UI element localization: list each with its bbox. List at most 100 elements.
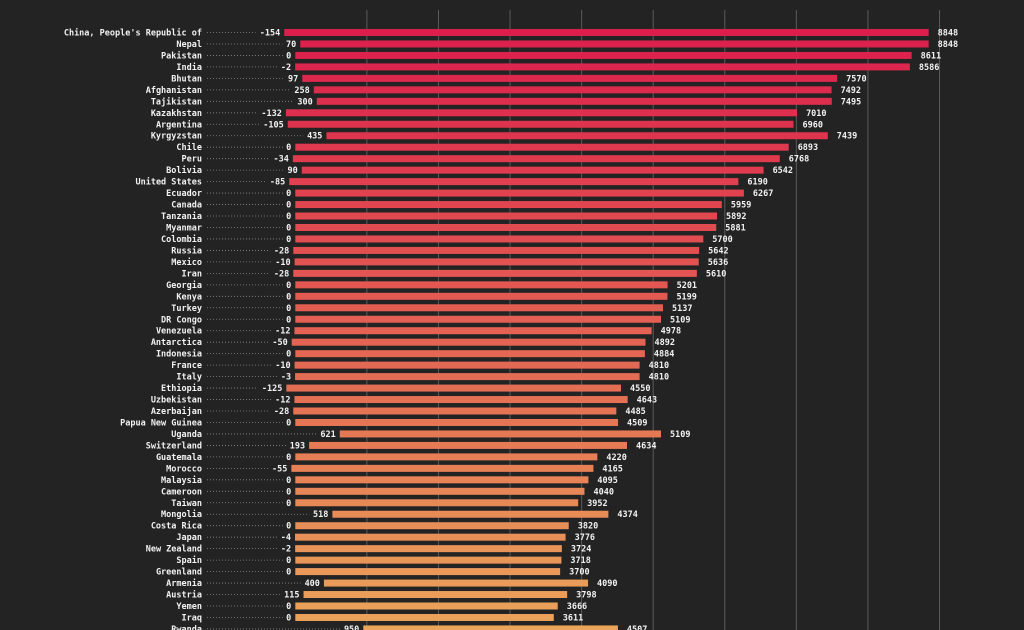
low-value-label: 0: [286, 315, 291, 325]
range-bar: [295, 292, 668, 300]
low-value-label: 0: [286, 51, 291, 61]
country-label: Canada: [171, 201, 202, 211]
range-bar: [313, 86, 832, 94]
range-bar: [286, 384, 621, 392]
high-value-label: 4374: [617, 510, 637, 520]
country-label: Greenland: [156, 568, 202, 578]
range-bar: [295, 63, 910, 71]
low-value-label: 300: [297, 97, 312, 107]
row-spain: Spain 0 3718: [176, 555, 591, 566]
range-bar: [292, 155, 780, 163]
range-bar: [339, 430, 662, 438]
low-value-label: -4: [281, 533, 291, 543]
country-label: Chile: [176, 142, 202, 153]
row-yemen: Yemen 0 3666: [176, 602, 587, 612]
range-bar: [295, 453, 598, 461]
row-costa-rica: Costa Rica 0 3820: [151, 521, 598, 532]
low-value-label: -55: [272, 464, 287, 474]
row-iraq: Iraq 0 3611: [182, 613, 584, 623]
row-china-people-s-republic-of: China, People's Republic of -154 8848: [64, 28, 958, 39]
country-label: Costa Rica: [151, 521, 202, 532]
country-label: Pakistan: [161, 50, 202, 61]
low-value-label: -154: [260, 29, 280, 39]
row-kenya: Kenya 0 5199: [176, 292, 697, 302]
high-value-label: 4884: [654, 350, 674, 360]
range-bar: [295, 556, 562, 564]
high-value-label: 6542: [773, 166, 793, 176]
row-colombia: Colombia 0 5700: [161, 234, 733, 245]
high-value-label: 6960: [802, 120, 822, 130]
low-value-label: 0: [286, 212, 291, 222]
low-value-label: 0: [286, 476, 291, 486]
row-greenland: Greenland 0 3700: [156, 568, 590, 578]
low-value-label: 0: [286, 143, 291, 153]
range-bar: [363, 625, 618, 630]
low-value-label: 0: [286, 499, 291, 509]
low-value-label: -28: [274, 246, 289, 256]
row-armenia: Armenia 400 4090: [166, 578, 617, 589]
range-bar: [294, 396, 628, 404]
high-value-label: 4978: [661, 327, 681, 337]
country-label: Mongolia: [161, 509, 202, 520]
high-value-label: 4040: [593, 487, 613, 497]
high-value-label: 5610: [706, 269, 726, 279]
high-value-label: 5201: [677, 281, 697, 291]
row-kazakhstan: Kazakhstan -132 7010: [151, 109, 827, 119]
high-value-label: 8586: [919, 63, 939, 73]
high-value-label: 4165: [602, 464, 622, 474]
country-label: Kazakhstan: [151, 109, 202, 119]
range-bar: [316, 97, 832, 105]
country-label: Iraq: [182, 613, 202, 623]
country-label: China, People's Republic of: [64, 28, 202, 39]
low-value-label: 0: [286, 189, 291, 199]
range-bar: [295, 281, 668, 289]
row-georgia: Georgia 0 5201: [166, 280, 697, 291]
range-bar: [332, 510, 609, 518]
range-bar: [295, 499, 579, 507]
range-bar: [295, 212, 718, 220]
high-value-label: 3776: [575, 533, 595, 543]
high-value-label: 3700: [569, 568, 589, 578]
range-bar: [300, 40, 929, 48]
high-value-label: 5881: [725, 223, 745, 233]
row-cameroon: Cameroon 0 4040: [161, 487, 614, 497]
low-value-label: 950: [344, 625, 359, 630]
high-value-label: 4643: [637, 396, 657, 406]
low-value-label: 258: [294, 86, 309, 96]
country-label: Bhutan: [171, 74, 202, 84]
range-bar: [295, 373, 640, 381]
row-ethiopia: Ethiopia -125 4550: [161, 383, 650, 394]
high-value-label: 3611: [563, 613, 583, 623]
low-value-label: -12: [275, 327, 290, 337]
low-value-label: 518: [313, 510, 328, 520]
high-value-label: 3820: [578, 522, 598, 532]
high-value-label: 6267: [753, 189, 773, 199]
row-france: France -10 4810: [171, 361, 669, 371]
country-label: United States: [135, 177, 202, 188]
range-bar: [295, 51, 912, 59]
country-label: Papua New Guinea: [120, 417, 202, 428]
low-value-label: 97: [288, 74, 298, 84]
range-bar: [302, 74, 838, 82]
country-label: Nepal: [176, 40, 202, 50]
range-bar: [295, 476, 589, 484]
country-label: Guatemala: [156, 453, 202, 463]
row-myanmar: Myanmar 0 5881: [166, 223, 746, 233]
country-label: Azerbaijan: [151, 406, 202, 417]
row-peru: Peru -34 6768: [182, 155, 810, 165]
country-label: Mexico: [171, 257, 202, 268]
low-value-label: -28: [274, 407, 289, 417]
country-label: Austria: [166, 590, 202, 601]
high-value-label: 4810: [649, 361, 669, 371]
range-bar: [285, 109, 798, 117]
country-label: India: [176, 62, 202, 73]
range-bar: [295, 487, 585, 495]
country-label: Malaysia: [161, 475, 202, 486]
country-label: New Zealand: [146, 545, 202, 555]
high-value-label: 3724: [571, 545, 591, 555]
high-value-label: 5109: [670, 430, 690, 440]
country-label: Peru: [182, 155, 202, 165]
row-turkey: Turkey 0 5137: [171, 304, 692, 314]
range-bar: [295, 223, 717, 231]
range-bar: [294, 361, 640, 369]
